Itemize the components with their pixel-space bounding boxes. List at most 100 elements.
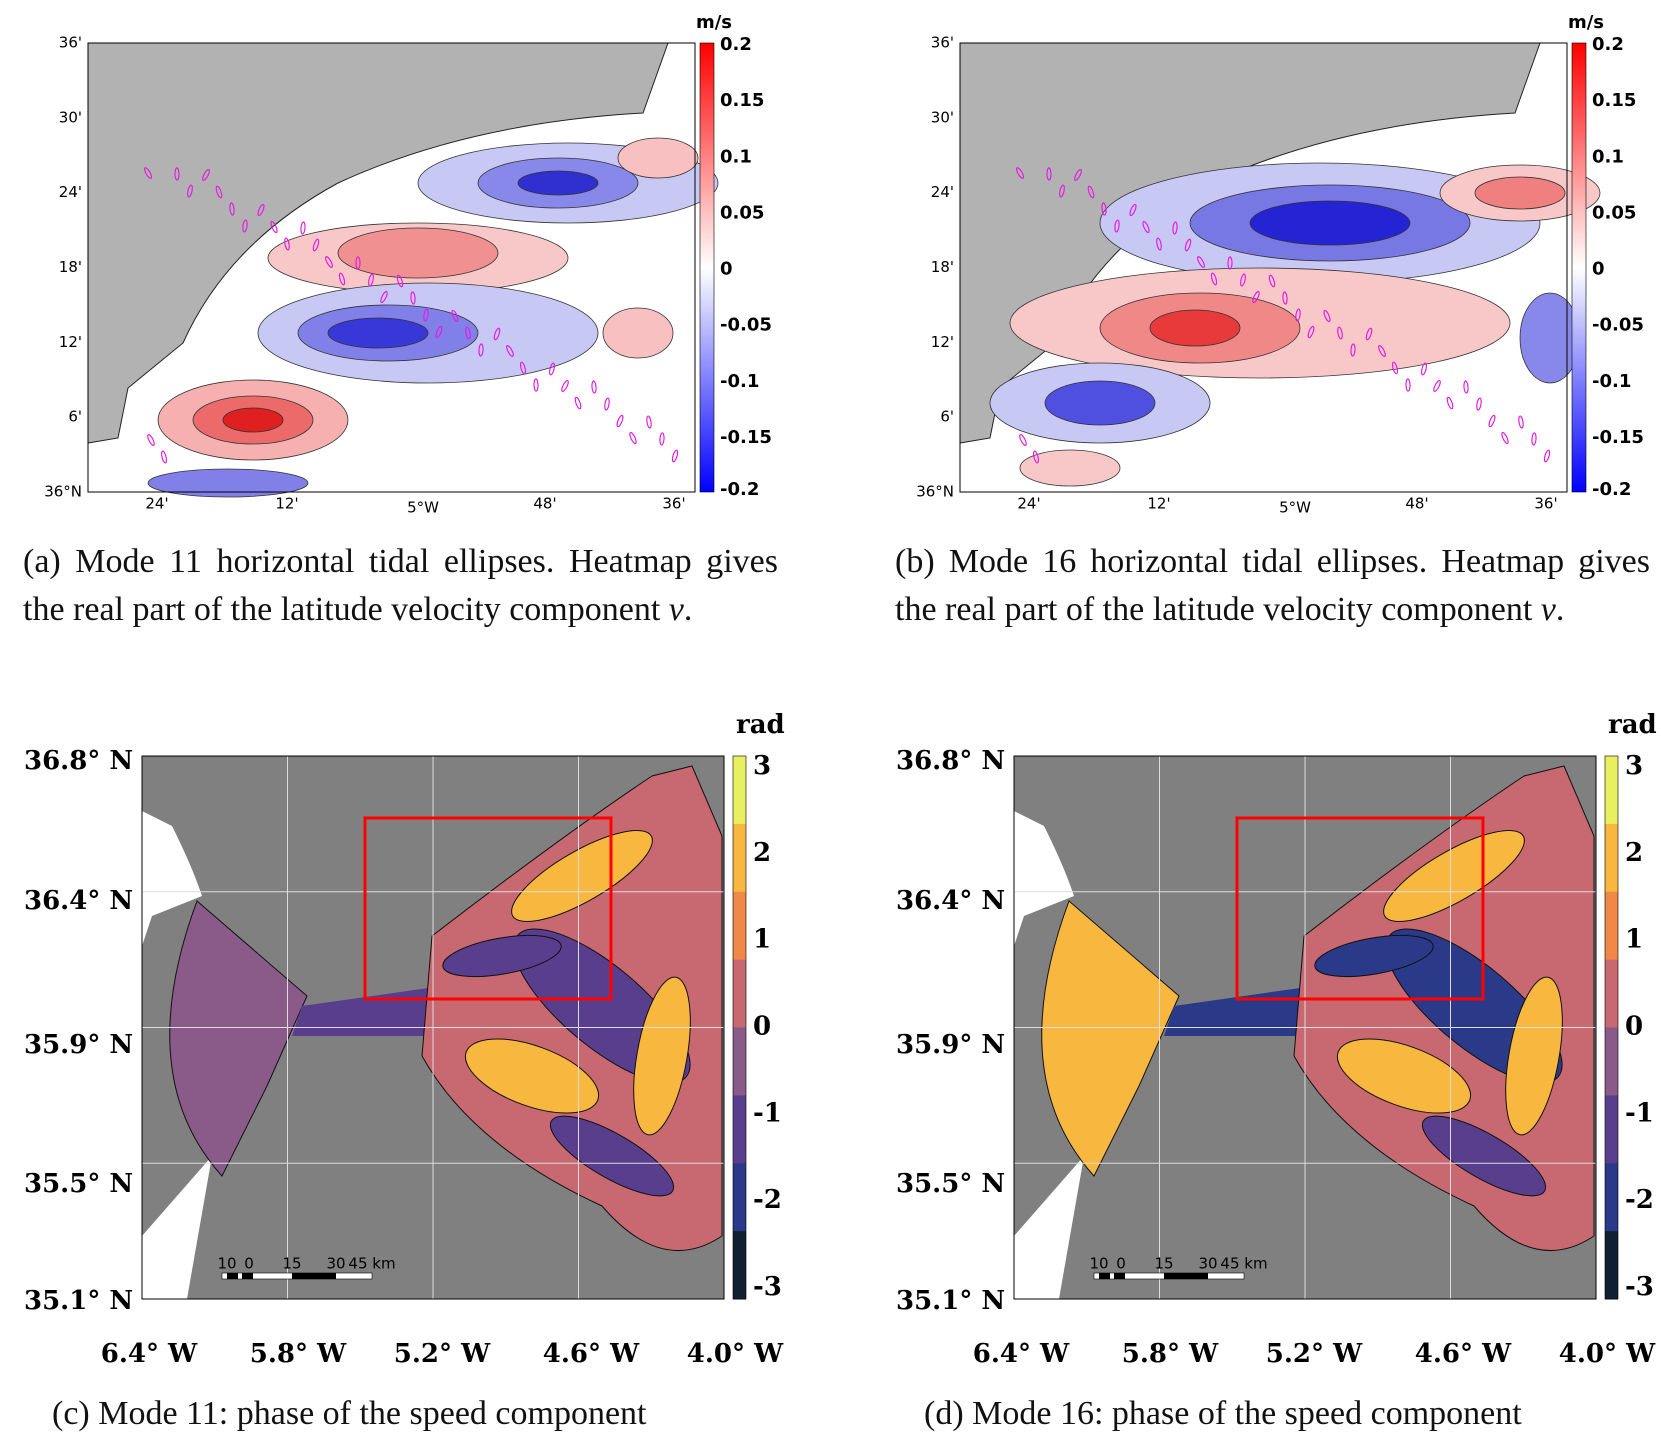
- tidal-ellipse: [616, 414, 624, 428]
- y-axis-label: 35.5° N: [896, 1169, 1005, 1199]
- phase-map: [1013, 755, 1597, 1300]
- x-axis-label: 48': [533, 495, 556, 513]
- x-axis-label: 24': [1017, 495, 1040, 513]
- contour-region: [327, 317, 429, 349]
- colorbar-tick-label: 0.2: [1592, 34, 1624, 55]
- tidal-ellipse: [1252, 290, 1260, 304]
- colorbar: [732, 755, 747, 1300]
- colorbar-tick-label: -0.05: [720, 315, 772, 336]
- tidal-ellipse: [202, 169, 210, 181]
- tidal-ellipse: [506, 345, 514, 357]
- tidal-ellipse: [1059, 184, 1065, 198]
- colorbar-tick-label: 0.1: [1592, 146, 1624, 167]
- tidal-ellipse: [533, 378, 539, 392]
- colorbar-tick-label: 0.1: [720, 146, 752, 167]
- scale-bar: [227, 1273, 238, 1279]
- contour-region: [617, 137, 699, 179]
- x-axis-label: 12': [1147, 495, 1170, 513]
- colorbar-band: [733, 756, 746, 825]
- colorbar-tick-label: -1: [1625, 1098, 1654, 1128]
- scale-label: 45 km: [1220, 1255, 1267, 1273]
- colorbar-tick-label: -0.2: [720, 479, 759, 500]
- y-axis-label: 35.9° N: [24, 1030, 133, 1060]
- colorbar-band: [1605, 756, 1618, 825]
- tidal-ellipse: [1268, 274, 1276, 288]
- tidal-ellipse: [284, 237, 290, 251]
- tidal-ellipse: [1323, 309, 1331, 323]
- contour-region: [1044, 380, 1156, 426]
- tidal-ellipse: [671, 449, 679, 463]
- colorbar-tick-label: -0.1: [1592, 371, 1631, 392]
- tidal-ellipse: [380, 290, 388, 304]
- tidal-ellipse: [1227, 256, 1233, 270]
- colorbar-band: [1605, 959, 1618, 1028]
- tidal-ellipse: [478, 343, 484, 357]
- y-axis-label: 36': [931, 34, 954, 52]
- velocity-map: [959, 42, 1601, 493]
- phase-contour: [1336, 1038, 1472, 1114]
- phase-contour: [1421, 1115, 1547, 1197]
- y-axis-label: 36.4° N: [896, 886, 1005, 916]
- x-axis-label: 5.2° W: [394, 1339, 491, 1369]
- caption-text: (b) Mode 16 horizontal tidal ellipses. H…: [895, 543, 1650, 628]
- scale-label: 30: [326, 1255, 345, 1273]
- tidal-ellipse: [1391, 361, 1399, 375]
- tidal-ellipse: [338, 272, 346, 286]
- tidal-ellipse: [368, 273, 374, 287]
- colorbar: [1571, 42, 1587, 493]
- x-axis-label: 5°W: [1279, 499, 1311, 517]
- tidal-ellipse: [312, 238, 320, 252]
- phase-contour: [464, 1038, 600, 1114]
- tidal-ellipse: [147, 433, 155, 447]
- tidal-ellipse: [229, 202, 235, 216]
- colorbar-tick-label: -0.15: [720, 427, 772, 448]
- phase-contour: [511, 830, 653, 922]
- x-axis-label: 24': [145, 495, 168, 513]
- scale-bar: [242, 1273, 253, 1279]
- y-axis-label: 24': [931, 183, 954, 201]
- tidal-ellipse: [1087, 185, 1095, 199]
- colorbar-tick-label: 0.2: [720, 34, 752, 55]
- scale-label: 10: [1089, 1255, 1108, 1273]
- caption-text: v: [1540, 591, 1556, 628]
- y-axis-label: 35.9° N: [896, 1030, 1005, 1060]
- colorbar-tick-label: 0.15: [720, 90, 764, 111]
- caption: (c) Mode 11: phase of the speed componen…: [52, 1390, 647, 1438]
- contour-region: [222, 407, 284, 433]
- colorbar-tick-label: 0.05: [1592, 202, 1636, 223]
- tidal-ellipse: [1405, 378, 1411, 392]
- colorbar-tick-label: -2: [753, 1185, 782, 1215]
- colorbar-tick-label: -0.1: [720, 371, 759, 392]
- tidal-ellipse: [1184, 238, 1192, 252]
- colorbar-band: [1605, 1231, 1618, 1300]
- scale-bar: [292, 1273, 336, 1279]
- contour-region: [602, 307, 674, 359]
- colorbar-tick-label: -3: [1625, 1272, 1654, 1302]
- tidal-ellipse: [451, 309, 459, 323]
- caption: (a) Mode 11 horizontal tidal ellipses. H…: [23, 538, 778, 634]
- tidal-ellipse: [1488, 414, 1496, 428]
- scale-label: 0: [1116, 1255, 1126, 1273]
- x-axis-label: 36': [662, 495, 685, 513]
- colorbar-band: [733, 1231, 746, 1300]
- tidal-ellipse: [1156, 237, 1162, 251]
- y-axis-label: 18': [931, 258, 954, 276]
- tidal-ellipse: [1172, 221, 1178, 235]
- tidal-ellipse: [574, 396, 582, 410]
- tidal-ellipse: [1518, 415, 1524, 429]
- x-axis-label: 4.0° W: [687, 1339, 784, 1369]
- tidal-ellipse: [187, 184, 193, 198]
- caption-text: .: [683, 591, 693, 628]
- contour-region: [1474, 176, 1566, 210]
- tidal-ellipse: [1210, 272, 1218, 286]
- tidal-ellipse: [1101, 202, 1107, 216]
- y-axis-label: 35.1° N: [896, 1286, 1005, 1316]
- phase-contour: [549, 1115, 675, 1197]
- region-box: [363, 816, 613, 1001]
- colorbar-tick-label: -3: [753, 1272, 782, 1302]
- contour-region: [1019, 449, 1121, 487]
- x-axis-label: 48': [1405, 495, 1428, 513]
- tidal-ellipse: [1129, 203, 1137, 217]
- tidal-ellipse: [1378, 345, 1386, 357]
- colorbar-tick-label: -0.2: [1592, 479, 1631, 500]
